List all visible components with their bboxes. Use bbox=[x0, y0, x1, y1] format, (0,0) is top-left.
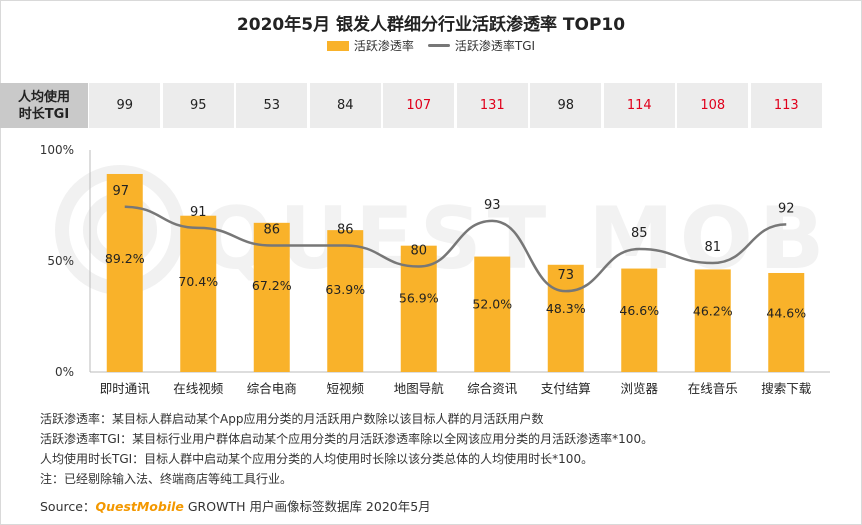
x-category-label: 在线音乐 bbox=[688, 381, 738, 396]
bar bbox=[106, 173, 143, 372]
chart-title: 2020年5月 银发人群细分行业活跃渗透率 TOP10 bbox=[236, 15, 626, 35]
source-line: Source：QuestMobile GROWTH 用户画像标签数据库 2020… bbox=[40, 496, 431, 515]
x-category-label: 地图导航 bbox=[394, 381, 445, 396]
bar-value-label: 63.9% bbox=[325, 282, 365, 297]
bar-value-label: 48.3% bbox=[546, 301, 586, 316]
duration-tgi-value: 95 bbox=[162, 83, 234, 128]
line-value-label: 92 bbox=[778, 201, 795, 216]
bar-value-label: 67.2% bbox=[252, 278, 292, 293]
x-category-label: 在线视频 bbox=[173, 381, 224, 396]
duration-tgi-value: 131 bbox=[456, 83, 528, 128]
bar-value-label: 56.9% bbox=[399, 291, 439, 306]
duration-tgi-value: 98 bbox=[530, 83, 602, 128]
duration-tgi-label: 人均使用 时长TGI bbox=[0, 83, 88, 128]
x-category-label: 搜索下载 bbox=[761, 381, 812, 396]
bar bbox=[768, 272, 805, 372]
y-tick-label: 50% bbox=[47, 254, 74, 268]
duration-tgi-value: 108 bbox=[677, 83, 749, 128]
y-tick-label: 0% bbox=[55, 365, 74, 379]
line-value-label: 91 bbox=[190, 205, 207, 220]
duration-tgi-value: 99 bbox=[89, 83, 161, 128]
x-category-label: 浏览器 bbox=[620, 381, 658, 396]
line-value-label: 97 bbox=[112, 184, 129, 199]
line-value-label: 86 bbox=[337, 222, 354, 237]
bar bbox=[694, 269, 731, 372]
x-category-label: 支付结算 bbox=[541, 381, 591, 396]
line-value-label: 81 bbox=[704, 240, 721, 255]
line-value-label: 85 bbox=[631, 226, 648, 241]
bar bbox=[180, 215, 217, 372]
duration-tgi-value: 84 bbox=[309, 83, 381, 128]
x-category-label: 综合电商 bbox=[247, 381, 297, 396]
duration-tgi-value: 113 bbox=[750, 83, 822, 128]
legend-item-line: 活跃渗透率TGI bbox=[427, 37, 536, 54]
duration-tgi-value: 114 bbox=[603, 83, 675, 128]
legend-line-label: 活跃渗透率TGI bbox=[454, 39, 536, 53]
legend-line-swatch bbox=[427, 44, 450, 47]
duration-tgi-row: 人均使用 时长TGI 99 95 53 84 107 131 98 114 108 113 bbox=[0, 83, 862, 128]
line-value-label: 73 bbox=[557, 268, 574, 283]
bar-value-label: 46.6% bbox=[619, 303, 659, 318]
line-value-label: 93 bbox=[484, 198, 501, 213]
source-brand: QuestMobile bbox=[95, 499, 184, 514]
bar-value-label: 46.2% bbox=[693, 304, 733, 319]
x-category-label: 综合资讯 bbox=[467, 381, 518, 396]
bar bbox=[621, 268, 658, 372]
notes: 活跃渗透率：某目标人群启动某个App应用分类的月活跃用户数除以该目标人群的月活跃… bbox=[40, 409, 840, 489]
duration-tgi-value: 53 bbox=[236, 83, 308, 128]
note-line: 活跃渗透率：某目标人群启动某个App应用分类的月活跃用户数除以该目标人群的月活跃… bbox=[40, 412, 544, 426]
legend: 活跃渗透率 活跃渗透率TGI bbox=[0, 37, 862, 54]
source-prefix: Source： bbox=[40, 499, 96, 514]
bar-value-label: 44.6% bbox=[766, 306, 806, 321]
duration-tgi-label-line1: 人均使用 bbox=[17, 89, 70, 105]
line-value-label: 86 bbox=[263, 222, 280, 237]
note-line: 活跃渗透率TGI：某目标行业用户群体启动某个应用分类的月活跃渗透率除以全网该应用… bbox=[40, 432, 654, 446]
x-category-label: 即时通讯 bbox=[100, 381, 151, 396]
bar bbox=[327, 230, 364, 372]
bar bbox=[547, 264, 584, 372]
x-category-label: 短视频 bbox=[326, 381, 364, 396]
legend-bar-label: 活跃渗透率 bbox=[353, 39, 414, 53]
bar-value-label: 89.2% bbox=[105, 251, 145, 266]
line-value-label: 80 bbox=[410, 244, 427, 259]
bar bbox=[474, 256, 511, 372]
note-line: 人均使用时长TGI：目标人群中启动某个应用分类的人均使用时长除以该分类总体的人均… bbox=[40, 452, 594, 466]
source-suffix: GROWTH 用户画像标签数据库 2020年5月 bbox=[183, 499, 431, 514]
bar bbox=[253, 222, 290, 372]
duration-tgi-value: 107 bbox=[383, 83, 455, 128]
duration-tgi-label-line2: 时长TGI bbox=[18, 106, 70, 122]
legend-item-bar: 活跃渗透率 bbox=[326, 37, 414, 54]
y-tick-label: 100% bbox=[40, 143, 74, 157]
note-line: 注：已经剔除输入法、终端商店等纯工具行业。 bbox=[40, 472, 293, 486]
bar-value-label: 70.4% bbox=[178, 274, 218, 289]
tgi-line bbox=[124, 205, 787, 293]
bar-value-label: 52.0% bbox=[472, 297, 512, 312]
legend-bar-swatch bbox=[326, 40, 349, 51]
